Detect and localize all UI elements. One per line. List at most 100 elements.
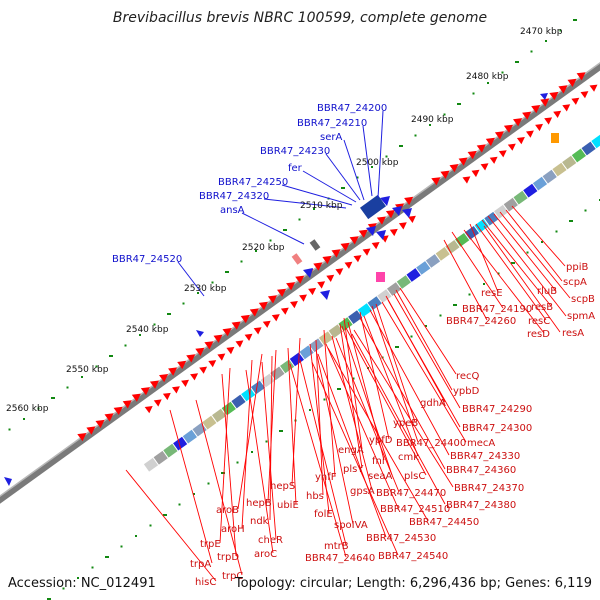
gene-label[interactable]: BBR47_24360 — [446, 465, 516, 476]
gene-label[interactable]: scpB — [571, 294, 595, 305]
forward-gene-arrow — [589, 84, 598, 92]
gene-label[interactable]: seaA — [368, 471, 392, 482]
gene-label[interactable]: cheR — [258, 535, 283, 546]
gc-dot — [410, 335, 413, 338]
gene-label[interactable]: BBR47_24230 — [260, 146, 330, 157]
gene-label[interactable]: ypfD — [369, 435, 393, 446]
gene-label[interactable]: BBR47_24290 — [462, 404, 532, 415]
gene-label[interactable]: resB — [531, 302, 553, 313]
cog-block — [338, 317, 353, 332]
gene-label[interactable]: BBR47_24530 — [366, 533, 436, 544]
gene-label[interactable]: BBR47_24640 — [305, 553, 375, 564]
forward-gene-arrow — [144, 406, 153, 414]
gene-label[interactable]: fni — [372, 456, 385, 467]
gc-dot — [211, 281, 214, 284]
gc-dot — [283, 229, 287, 231]
gene-label[interactable]: trpA — [190, 559, 211, 570]
cog-block — [455, 233, 470, 247]
leader-line — [499, 211, 571, 299]
leader-line — [463, 229, 545, 334]
gene-label[interactable]: resC — [528, 316, 550, 327]
gene-label[interactable]: engA — [338, 445, 364, 456]
gene-label[interactable]: BBR47_24380 — [446, 500, 516, 511]
gene-label[interactable]: BBR47_24260 — [446, 316, 516, 327]
gene-label[interactable]: resD — [527, 329, 550, 340]
gene-label[interactable]: hepB — [246, 498, 272, 509]
gene-label[interactable]: mtrB — [324, 541, 349, 552]
forward-gene-arrow — [199, 366, 208, 374]
forward-gene-arrow — [226, 346, 235, 355]
gene-label[interactable]: yhfF — [315, 472, 337, 483]
gene-label[interactable]: ppiB — [566, 262, 588, 273]
gene-label[interactable]: plsC — [404, 471, 425, 482]
gene-label[interactable]: ansA — [220, 205, 245, 216]
gene-label[interactable]: resA — [562, 328, 584, 339]
gene-label[interactable]: resE — [481, 288, 503, 299]
forward-gene-arrow — [153, 399, 162, 407]
gene-label[interactable]: trpE — [200, 539, 221, 550]
gene-label[interactable]: BBR47_24510 — [380, 504, 450, 515]
gene-label[interactable]: BBR47_24330 — [450, 451, 520, 462]
gene-label[interactable]: hepS — [270, 481, 295, 492]
reverse-gene-arrow — [4, 477, 12, 486]
gene-label[interactable]: BBR47_24400 — [396, 438, 466, 449]
kbp-tick-label: 2550 kbp — [66, 365, 109, 375]
gene-label[interactable]: aroC — [254, 549, 277, 560]
gene-label[interactable]: hbs — [306, 491, 324, 502]
gene-label[interactable]: BBR47_24320 — [199, 191, 269, 202]
leader-line — [327, 347, 429, 522]
leader-line — [302, 170, 357, 203]
gene-label[interactable]: ndk — [250, 516, 269, 527]
gene-label[interactable]: BBR47_24210 — [297, 118, 367, 129]
gene-label[interactable]: hisC — [195, 577, 216, 588]
gene-label[interactable]: spoIVA — [334, 520, 368, 531]
gene-label[interactable]: BBR47_24540 — [378, 551, 448, 562]
gene-label[interactable]: ypeB — [393, 418, 418, 429]
gene-label[interactable]: gpsA — [350, 486, 375, 497]
leader-line — [381, 301, 467, 443]
gene-label[interactable]: BBR47_24300 — [462, 423, 532, 434]
gene-label[interactable]: spmA — [567, 311, 595, 322]
gc-content-track — [8, 19, 600, 600]
gene-label[interactable]: BBR47_24450 — [409, 517, 479, 528]
gene-label[interactable]: BBR47_24520 — [112, 254, 182, 265]
gene-label[interactable]: mecA — [467, 438, 495, 449]
gene-label[interactable]: scpA — [563, 277, 587, 288]
cog-block — [241, 387, 256, 402]
gc-dot — [541, 241, 543, 243]
gene-label[interactable]: ypbD — [453, 386, 480, 397]
gene-label[interactable]: plsY — [343, 464, 364, 475]
cog-block — [532, 176, 548, 191]
gene-block — [291, 253, 303, 265]
gene-label[interactable]: rluB — [537, 286, 557, 297]
gene-label[interactable]: cmk — [398, 452, 419, 463]
forward-gene-arrow — [398, 222, 407, 230]
gene-label[interactable]: ubiE — [277, 500, 299, 511]
gene-label[interactable]: serA — [320, 132, 342, 143]
cog-block — [523, 183, 538, 198]
gene-label[interactable]: aroH — [221, 524, 245, 535]
leader-line — [362, 125, 373, 197]
gene-label[interactable]: aroB — [216, 505, 239, 516]
gene-label[interactable]: folE — [314, 509, 333, 520]
forward-gene-arrow — [168, 367, 178, 376]
gc-dot — [443, 113, 446, 116]
gene-label[interactable]: trpD — [217, 552, 239, 563]
gene-label[interactable]: trpC — [222, 571, 243, 582]
forward-gene-arrow — [322, 255, 332, 265]
gene-label[interactable]: gdhA — [420, 398, 446, 409]
gene-label[interactable]: BBR47_24470 — [376, 488, 446, 499]
gene-label[interactable]: BBR47_24200 — [317, 103, 387, 114]
gc-dot — [193, 493, 195, 495]
gene-label[interactable]: BBR47_24190 — [462, 304, 532, 315]
forward-gene-arrow — [249, 308, 259, 317]
gene-label[interactable]: recQ — [456, 371, 480, 382]
gene-label[interactable]: fer — [288, 163, 303, 174]
forward-gene-arrow — [526, 130, 534, 138]
gc-dot — [497, 272, 500, 275]
gene-label[interactable]: BBR47_24370 — [454, 483, 524, 494]
cog-block — [328, 324, 343, 339]
gene-label[interactable]: BBR47_24250 — [218, 177, 288, 188]
leader-line — [363, 315, 419, 457]
